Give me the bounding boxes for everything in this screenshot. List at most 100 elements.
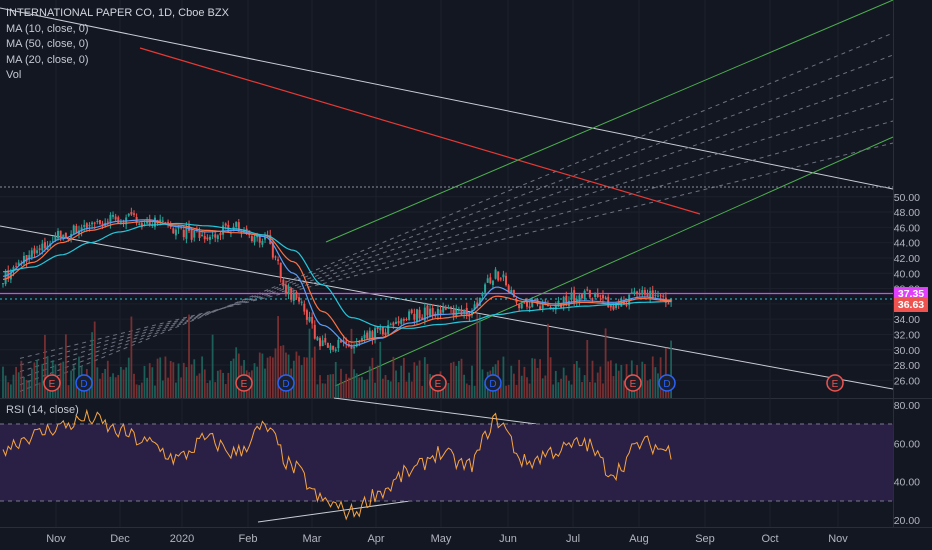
candle-body	[528, 306, 531, 309]
event-marker-label: D	[663, 379, 670, 390]
volume-bar	[23, 376, 25, 398]
candle-body	[630, 292, 633, 294]
volume-bar	[602, 383, 604, 398]
candle-body	[442, 307, 445, 313]
y-tick-label: 50.00	[894, 192, 920, 204]
volume-bar	[355, 373, 358, 398]
volume-bar	[528, 383, 531, 398]
candle-body	[284, 284, 287, 293]
legend-volume[interactable]: Vol	[6, 69, 22, 81]
candle-body	[643, 290, 646, 295]
rsi-label[interactable]: RSI (14, close)	[6, 404, 79, 416]
volume-bar	[408, 372, 410, 398]
volume-bar	[114, 377, 117, 398]
volume-bar	[216, 370, 219, 398]
candle-body	[4, 271, 7, 285]
candle-body	[662, 295, 665, 297]
candle-body	[41, 243, 44, 251]
candle-body	[72, 225, 75, 234]
candle-body	[667, 303, 670, 305]
candle-body	[93, 222, 96, 224]
volume-bar	[578, 367, 581, 398]
volume-bar	[235, 347, 238, 398]
volume-bar	[169, 360, 172, 398]
legend-ma10[interactable]: MA (10, close, 0)	[6, 22, 89, 35]
channel-upper	[325, 0, 894, 243]
volume-bar	[447, 382, 450, 398]
volume-bar	[334, 361, 337, 398]
legend-ma20[interactable]: MA (20, close, 0)	[6, 53, 89, 66]
candle-body	[499, 278, 502, 280]
candle-body	[96, 221, 99, 223]
candle-body	[298, 297, 301, 302]
volume-bar	[93, 321, 96, 398]
candle-body	[594, 293, 597, 298]
volume-bar	[64, 334, 67, 398]
volume-bar	[277, 316, 279, 398]
volume-bar	[413, 362, 416, 398]
volume-bar	[581, 382, 583, 398]
event-marker-label: E	[435, 379, 442, 390]
volume-bar	[303, 357, 306, 398]
volume-bar	[256, 366, 259, 398]
volume-bar	[644, 364, 646, 398]
candle-body	[190, 229, 193, 240]
candle-body	[381, 326, 384, 335]
candle-body	[413, 313, 416, 320]
volume-bar	[507, 384, 510, 398]
volume-bar	[376, 365, 379, 398]
volume-bar	[452, 361, 455, 398]
volume-bar	[518, 359, 521, 398]
volume-bar	[588, 382, 591, 398]
candle-body	[282, 279, 285, 286]
price-tag-last: 36.63	[894, 298, 928, 313]
volume-bar	[316, 384, 319, 398]
volume-bar	[345, 373, 348, 398]
volume-bar	[340, 368, 342, 398]
volume-bar	[617, 370, 620, 398]
volume-bar	[25, 379, 28, 398]
volume-bar	[607, 361, 610, 398]
candle-body	[539, 306, 542, 310]
volume-bar	[350, 328, 353, 398]
legend-ma50[interactable]: MA (50, close, 0)	[6, 38, 89, 50]
candle-body	[122, 221, 125, 223]
volume-bar	[531, 358, 534, 398]
candle-body	[59, 230, 62, 238]
candle-body	[444, 307, 447, 310]
volume-bar	[190, 364, 193, 398]
candle-body	[350, 346, 353, 349]
volume-bar	[575, 360, 578, 398]
volume-bar	[557, 382, 560, 398]
volume-bar	[17, 372, 20, 398]
volume-bar	[502, 356, 505, 398]
volume-bar	[67, 385, 70, 398]
candle-body	[208, 236, 211, 240]
candle-body	[321, 340, 324, 347]
event-marker-label: E	[241, 379, 248, 390]
volume-bar	[455, 365, 458, 398]
y-tick-label: 44.00	[894, 238, 920, 250]
candle-body	[258, 234, 261, 243]
candle-body	[127, 213, 130, 216]
candle-body	[408, 311, 411, 320]
candle-body	[271, 242, 274, 258]
volume-bar	[361, 376, 363, 398]
volume-bar	[72, 365, 75, 398]
volume-bar	[657, 373, 659, 398]
volume-bar	[649, 379, 652, 398]
candle-body	[17, 262, 20, 266]
candle-body	[261, 241, 264, 245]
volume-bar	[526, 377, 528, 398]
volume-bar	[515, 384, 518, 398]
volume-bar	[499, 384, 502, 398]
candle-body	[578, 295, 581, 302]
candle-body	[201, 234, 204, 237]
ma-line-0	[2, 219, 672, 347]
event-marker-D	[658, 374, 676, 392]
volume-bar	[591, 360, 594, 398]
volume-bar	[363, 380, 366, 398]
volume-bar	[654, 367, 657, 398]
